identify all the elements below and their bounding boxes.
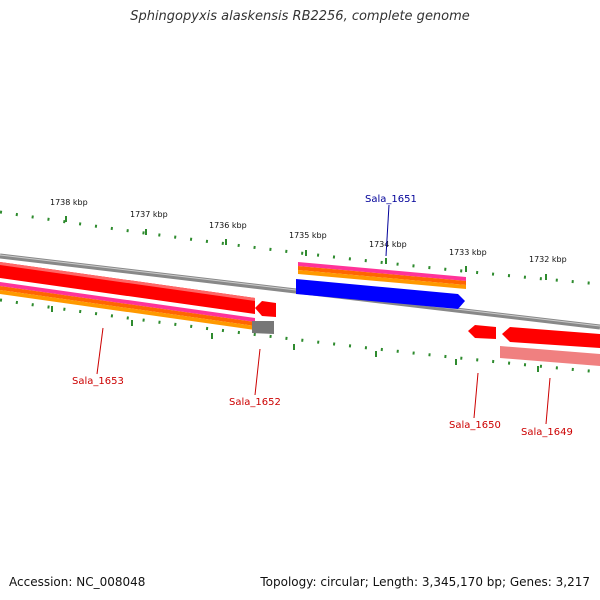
gene-sala-1653[interactable]: [0, 262, 255, 330]
tick-label-1734: 1734 kbp: [369, 240, 407, 249]
gene-label-sala-1653: Sala_1653: [72, 376, 124, 387]
gene-sala-1651[interactable]: [296, 262, 466, 309]
tick-label-1737: 1737 kbp: [130, 210, 168, 219]
gene-label-sala-1652: Sala_1652: [229, 397, 281, 408]
gene-sala-1652[interactable]: [252, 301, 276, 334]
gene-label-sala-1649: Sala_1649: [521, 427, 573, 438]
kbp-labels: 1738 kbp 1737 kbp 1736 kbp 1735 kbp 1734…: [50, 198, 567, 264]
tick-label-1738: 1738 kbp: [50, 198, 88, 207]
genome-summary-text: Topology: circular; Length: 3,345,170 bp…: [260, 575, 590, 589]
gene-label-sala-1651: Sala_1651: [365, 194, 417, 205]
label-leaders: [96, 204, 551, 425]
major-ticks: [65, 216, 547, 280]
gene-sala-1650[interactable]: [468, 325, 496, 339]
tick-label-1735: 1735 kbp: [289, 231, 327, 240]
gene-labels: Sala_1651 Sala_1653 Sala_1652 Sala_1650 …: [72, 194, 573, 438]
accession-text: Accession: NC_008048: [9, 575, 146, 589]
gene-label-sala-1650: Sala_1650: [449, 420, 501, 431]
map-title: Sphingopyxis alaskensis RB2256, complete…: [130, 9, 470, 24]
tick-label-1733: 1733 kbp: [449, 248, 487, 257]
tick-label-1736: 1736 kbp: [209, 221, 247, 230]
gene-sala-1649[interactable]: [500, 327, 600, 366]
tick-label-1732: 1732 kbp: [529, 255, 567, 264]
inner-tick-ring: [0, 298, 600, 374]
